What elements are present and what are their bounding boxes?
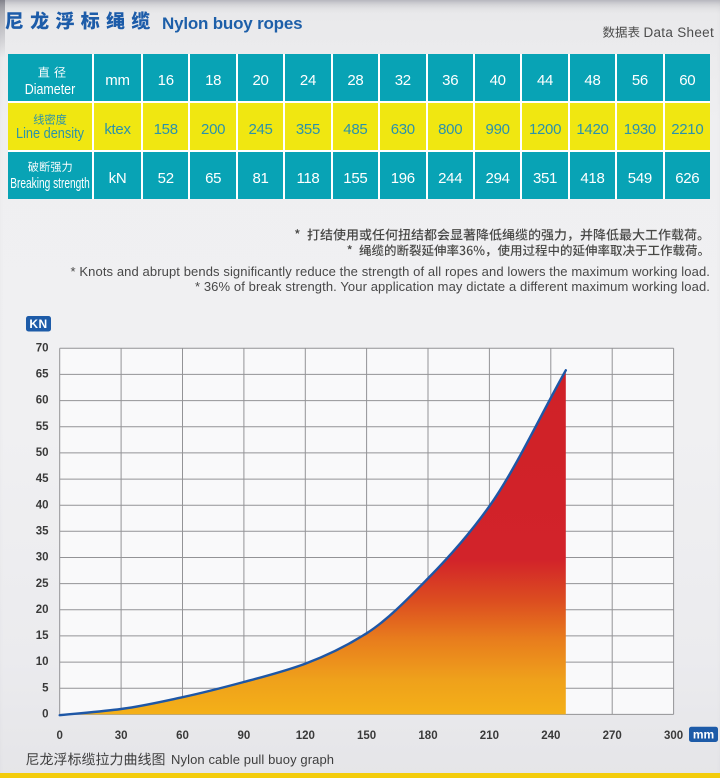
svg-text:0: 0 [56,730,62,742]
svg-text:50: 50 [36,447,49,459]
svg-text:30: 30 [36,552,49,564]
svg-text:0: 0 [42,709,48,721]
svg-text:60: 60 [176,730,189,742]
svg-text:55: 55 [36,421,49,433]
svg-text:45: 45 [36,473,49,485]
svg-text:10: 10 [36,656,49,668]
svg-text:180: 180 [418,730,437,742]
svg-text:150: 150 [357,730,376,742]
svg-text:90: 90 [238,730,251,742]
svg-text:270: 270 [603,730,622,742]
svg-text:mm: mm [693,728,714,742]
svg-text:25: 25 [36,578,49,590]
svg-text:120: 120 [296,730,315,742]
svg-text:300: 300 [664,730,683,742]
svg-text:KN: KN [29,317,47,331]
svg-text:5: 5 [42,682,49,694]
svg-text:40: 40 [36,499,49,511]
svg-text:210: 210 [480,730,499,742]
svg-text:240: 240 [541,730,560,742]
svg-text:35: 35 [36,525,49,537]
svg-text:60: 60 [36,395,49,407]
svg-text:15: 15 [36,630,49,642]
svg-text:30: 30 [115,730,128,742]
svg-text:65: 65 [36,369,49,381]
svg-text:20: 20 [36,604,49,616]
svg-text:70: 70 [36,342,49,354]
